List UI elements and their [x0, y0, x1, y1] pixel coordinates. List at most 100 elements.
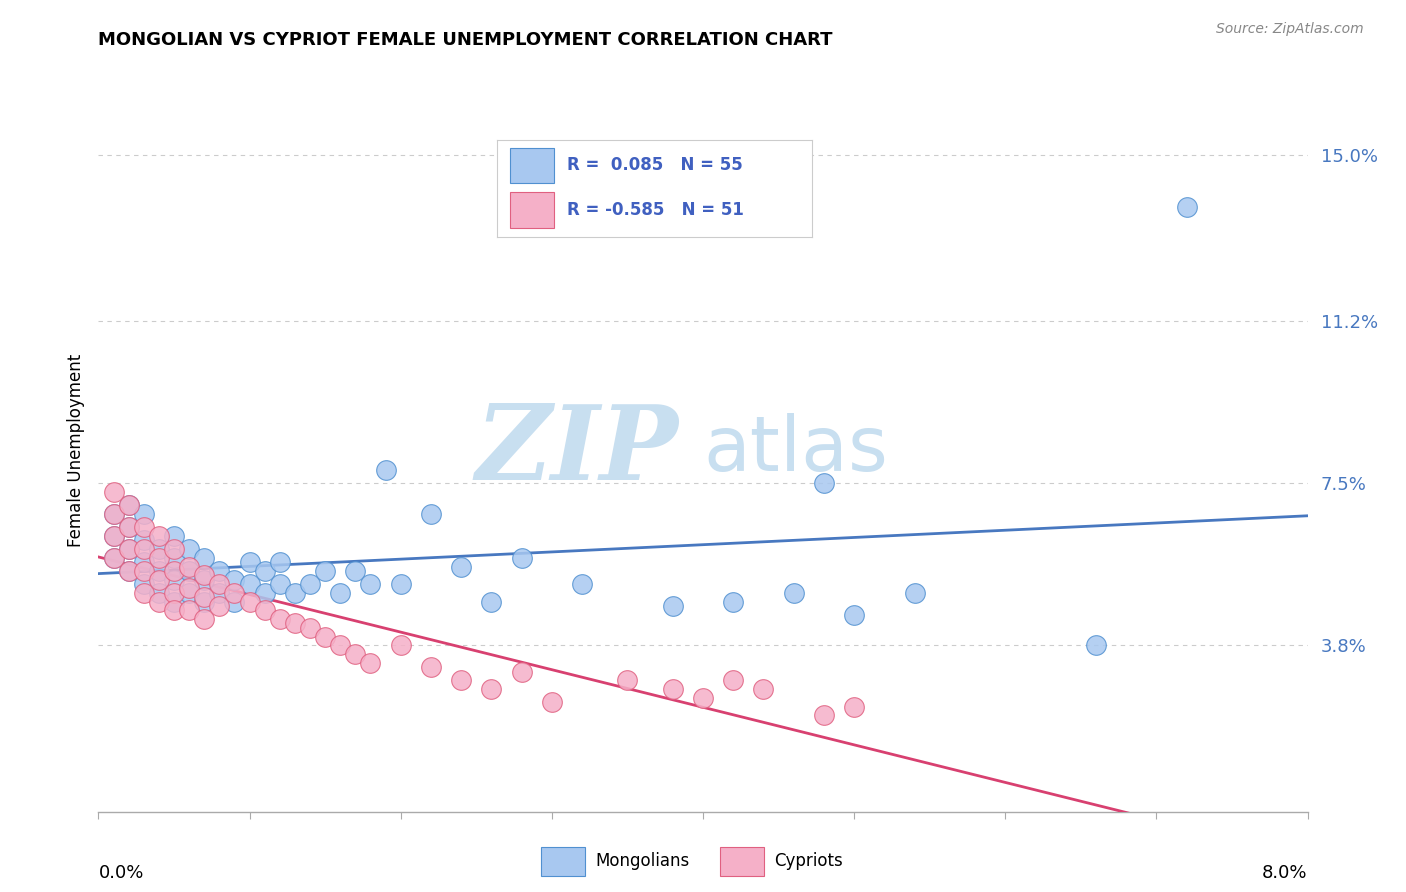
Point	[510, 665, 533, 679]
Point	[661, 599, 683, 613]
Point	[374, 463, 396, 477]
Point	[103, 507, 125, 521]
Point	[571, 577, 593, 591]
Point	[344, 647, 367, 661]
Point	[132, 586, 155, 600]
Point	[329, 638, 352, 652]
Point	[239, 577, 262, 591]
Point	[179, 541, 201, 556]
Point	[314, 564, 336, 578]
Point	[163, 541, 186, 556]
Point	[163, 586, 186, 600]
Point	[132, 520, 155, 534]
Text: Mongolians: Mongolians	[595, 852, 689, 870]
Point	[208, 586, 231, 600]
Point	[844, 699, 866, 714]
Point	[253, 564, 276, 578]
Point	[782, 586, 804, 600]
Point	[752, 682, 775, 697]
Point	[329, 586, 352, 600]
Point	[723, 673, 745, 688]
Point	[269, 577, 291, 591]
Point	[903, 586, 925, 600]
Point	[179, 582, 201, 596]
Point	[813, 708, 835, 723]
Point	[208, 577, 231, 591]
Point	[299, 621, 322, 635]
Point	[389, 638, 412, 652]
Point	[1085, 638, 1108, 652]
Text: 0.0%: 0.0%	[98, 864, 143, 882]
Point	[359, 577, 381, 591]
Point	[193, 594, 215, 608]
Point	[344, 564, 367, 578]
Point	[118, 520, 141, 534]
Point	[224, 594, 246, 608]
Point	[661, 682, 683, 697]
FancyBboxPatch shape	[541, 847, 585, 876]
Point	[163, 550, 186, 565]
Point	[148, 541, 170, 556]
Point	[419, 507, 441, 521]
Point	[253, 603, 276, 617]
Point	[813, 476, 835, 491]
Point	[510, 550, 533, 565]
Point	[208, 564, 231, 578]
Point	[479, 594, 503, 608]
Point	[389, 577, 412, 591]
Point	[193, 573, 215, 587]
Point	[163, 573, 186, 587]
Point	[269, 612, 291, 626]
Point	[314, 630, 336, 644]
Point	[103, 485, 125, 500]
Point	[224, 573, 246, 587]
Point	[450, 559, 472, 574]
Point	[103, 550, 125, 565]
Point	[148, 573, 170, 587]
Text: MONGOLIAN VS CYPRIOT FEMALE UNEMPLOYMENT CORRELATION CHART: MONGOLIAN VS CYPRIOT FEMALE UNEMPLOYMENT…	[98, 31, 832, 49]
Point	[179, 603, 201, 617]
Point	[103, 550, 125, 565]
Point	[103, 529, 125, 543]
Point	[208, 599, 231, 613]
Text: Source: ZipAtlas.com: Source: ZipAtlas.com	[1216, 22, 1364, 37]
Point	[193, 612, 215, 626]
Point	[118, 520, 141, 534]
Point	[132, 555, 155, 569]
Point	[163, 594, 186, 608]
Point	[269, 555, 291, 569]
Point	[723, 594, 745, 608]
Text: atlas: atlas	[703, 414, 887, 487]
Point	[132, 507, 155, 521]
Text: 8.0%: 8.0%	[1263, 864, 1308, 882]
Point	[148, 586, 170, 600]
Point	[163, 529, 186, 543]
Point	[193, 550, 215, 565]
Point	[179, 564, 201, 578]
Point	[224, 586, 246, 600]
Point	[118, 498, 141, 512]
Point	[540, 695, 562, 709]
Point	[692, 690, 714, 705]
Point	[148, 550, 170, 565]
Point	[193, 568, 215, 582]
Y-axis label: Female Unemployment: Female Unemployment	[66, 354, 84, 547]
Point	[359, 656, 381, 670]
Point	[148, 564, 170, 578]
Text: ZIP: ZIP	[475, 400, 679, 501]
Point	[299, 577, 322, 591]
Point	[118, 564, 141, 578]
Point	[132, 533, 155, 548]
Point	[132, 564, 155, 578]
Point	[284, 616, 307, 631]
Point	[239, 555, 262, 569]
Point	[163, 564, 186, 578]
Point	[616, 673, 638, 688]
Point	[103, 507, 125, 521]
Point	[284, 586, 307, 600]
Point	[1175, 201, 1198, 215]
Point	[419, 660, 441, 674]
Point	[479, 682, 503, 697]
Point	[132, 541, 155, 556]
Point	[148, 529, 170, 543]
